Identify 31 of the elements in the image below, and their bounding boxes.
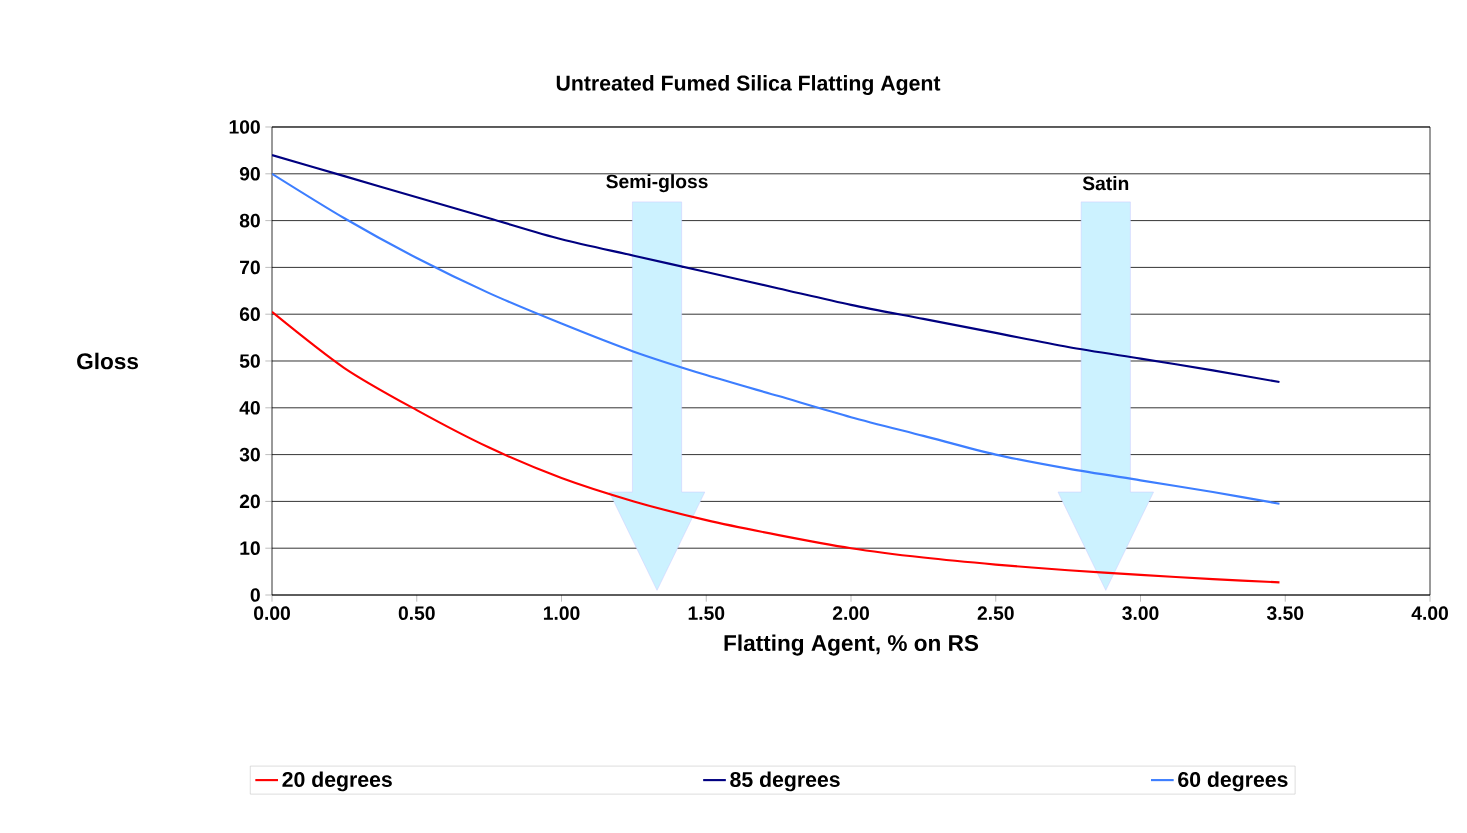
x-tick-label: 3.00: [1122, 606, 1159, 621]
x-tick-label: 1.50: [688, 606, 725, 620]
line-series: [272, 310, 1281, 584]
y-tick-label: 80: [239, 213, 260, 228]
chart-title: Untreated Fumed Silica Flatting Agent: [556, 75, 941, 95]
y-tick-label: 100: [229, 120, 260, 134]
y-tick-label: 90: [239, 166, 260, 181]
legend-label: 85 degrees: [730, 771, 840, 792]
x-tick-label: 2.50: [977, 606, 1014, 620]
y-tick-label: 20: [239, 494, 260, 509]
x-tick-label: 1.00: [543, 606, 580, 620]
x-tick-label: 2.00: [832, 606, 869, 620]
y-tick-label: 70: [240, 260, 260, 275]
x-tick-label: 3.50: [1266, 606, 1304, 621]
y-tick-label: 40: [239, 400, 260, 415]
legend-label: 60 degrees: [1178, 771, 1288, 792]
y-tick-label: 50: [239, 354, 260, 368]
y-axis-title: Gloss: [77, 352, 139, 370]
y-tick-label: 60: [239, 307, 260, 322]
x-tick-label: 4.00: [1411, 606, 1448, 620]
x-tick-label: 0.50: [398, 606, 435, 620]
y-tick-label: 0: [250, 588, 260, 602]
line-series: [272, 154, 1281, 384]
annotation: Satin: [1082, 176, 1129, 191]
legend-label: 20 degrees: [282, 771, 392, 792]
y-tick-label: 30: [239, 447, 260, 462]
y-tick-label: 10: [240, 541, 260, 556]
annotation: Semi-gloss: [606, 174, 708, 193]
x-tick-label: 0.00: [254, 606, 290, 620]
x-axis-title: Flatting Agent, % on RS: [724, 634, 979, 656]
line-series: [272, 172, 1281, 505]
